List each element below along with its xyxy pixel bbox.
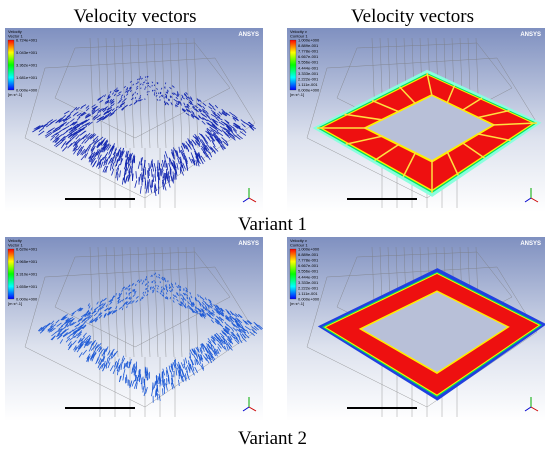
legend-unit: [m s^-1] bbox=[290, 92, 304, 97]
vector bbox=[145, 88, 146, 89]
logo: ANSYS bbox=[520, 241, 541, 247]
vector bbox=[172, 289, 173, 291]
vector bbox=[135, 92, 136, 94]
legend-label: 3.362e+001 bbox=[16, 63, 38, 68]
vector bbox=[171, 283, 172, 285]
legend-label: 3.333e-001 bbox=[298, 71, 319, 76]
vector bbox=[170, 297, 171, 299]
cfd-image: VelocityVector 16.724e+0015.043e+0013.36… bbox=[5, 28, 263, 212]
logo: ANSYS bbox=[520, 32, 541, 38]
vector bbox=[158, 187, 159, 195]
vector bbox=[180, 286, 181, 288]
legend-label: 1.000e+000 bbox=[298, 247, 320, 252]
legend-label: 8.889e-001 bbox=[298, 43, 319, 48]
legend-label: 2.222e-001 bbox=[298, 76, 319, 81]
legend-label: 6.620e+001 bbox=[16, 247, 38, 252]
scale-bar bbox=[347, 198, 417, 200]
legend-label: 5.556e-001 bbox=[298, 60, 319, 65]
vector bbox=[146, 368, 147, 375]
vector bbox=[146, 80, 147, 81]
caption: Variant 1 bbox=[0, 214, 545, 236]
cfd-image: Velocity vContour 11.000e+0008.889e-0017… bbox=[287, 28, 545, 212]
legend-label: 1.681e+001 bbox=[16, 75, 38, 80]
vector bbox=[155, 273, 156, 275]
colorbar bbox=[8, 249, 14, 299]
legend-label: 6.667e-001 bbox=[298, 54, 319, 59]
vector bbox=[195, 360, 196, 366]
logo: ANSYS bbox=[238, 241, 259, 247]
legend-label: 5.043e+001 bbox=[16, 50, 38, 55]
vector bbox=[167, 287, 168, 289]
panel-title: Velocity vectors bbox=[280, 6, 545, 28]
logo: ANSYS bbox=[238, 32, 259, 38]
scale-bar bbox=[347, 407, 417, 409]
legend-label: 3.310e+001 bbox=[16, 272, 38, 277]
legend-label: 4.444e-001 bbox=[298, 274, 319, 279]
vector bbox=[163, 388, 164, 395]
legend-label: 1.000e+000 bbox=[298, 38, 320, 43]
legend-label: 4.965e+001 bbox=[16, 259, 38, 264]
vector bbox=[157, 393, 158, 400]
vector bbox=[172, 290, 173, 292]
legend-label: 7.778e-001 bbox=[298, 258, 319, 263]
vector bbox=[135, 97, 136, 99]
colorbar bbox=[290, 40, 296, 90]
vector bbox=[155, 90, 156, 92]
vector bbox=[145, 181, 146, 189]
vector bbox=[148, 290, 149, 292]
legend-label: 3.333e-001 bbox=[298, 280, 319, 285]
vector bbox=[148, 281, 149, 283]
legend-label: 7.778e-001 bbox=[298, 49, 319, 54]
legend-unit: [m s^-1] bbox=[8, 92, 22, 97]
vector bbox=[140, 76, 141, 77]
colorbar bbox=[8, 40, 14, 90]
legend-label: 6.667e-001 bbox=[298, 263, 319, 268]
legend-unit: [m s^-1] bbox=[290, 301, 304, 306]
caption: Variant 2 bbox=[0, 428, 545, 450]
colorbar bbox=[290, 249, 296, 299]
panel-title: Velocity vectors bbox=[0, 6, 270, 28]
vector bbox=[146, 288, 147, 290]
vector bbox=[181, 98, 182, 100]
vector bbox=[163, 95, 164, 97]
vector bbox=[164, 379, 165, 386]
legend-label: 6.724e+001 bbox=[16, 38, 38, 43]
cfd-image: Velocity vContour 11.000e+0008.889e-0017… bbox=[287, 237, 545, 421]
legend-label: 4.444e-001 bbox=[298, 65, 319, 70]
legend-label: 5.556e-001 bbox=[298, 269, 319, 274]
legend-label: 8.889e-001 bbox=[298, 252, 319, 257]
legend-label: 1.655e+001 bbox=[16, 284, 38, 289]
vector bbox=[147, 76, 148, 77]
legend-label: 2.222e-001 bbox=[298, 285, 319, 290]
vector bbox=[158, 160, 159, 168]
vector bbox=[156, 285, 157, 287]
figure: Velocity vectors Velocity vectors Varian… bbox=[0, 0, 545, 450]
vector bbox=[142, 383, 143, 390]
vector bbox=[180, 289, 181, 291]
scale-bar bbox=[65, 198, 135, 200]
scale-bar bbox=[65, 407, 135, 409]
legend-label: 1.111e-001 bbox=[298, 82, 318, 87]
legend-unit: [m s^-1] bbox=[8, 301, 22, 306]
vector bbox=[166, 288, 167, 290]
cfd-image: VelocityVector 16.620e+0014.965e+0013.31… bbox=[5, 237, 263, 421]
legend-label: 1.111e-001 bbox=[298, 291, 318, 296]
